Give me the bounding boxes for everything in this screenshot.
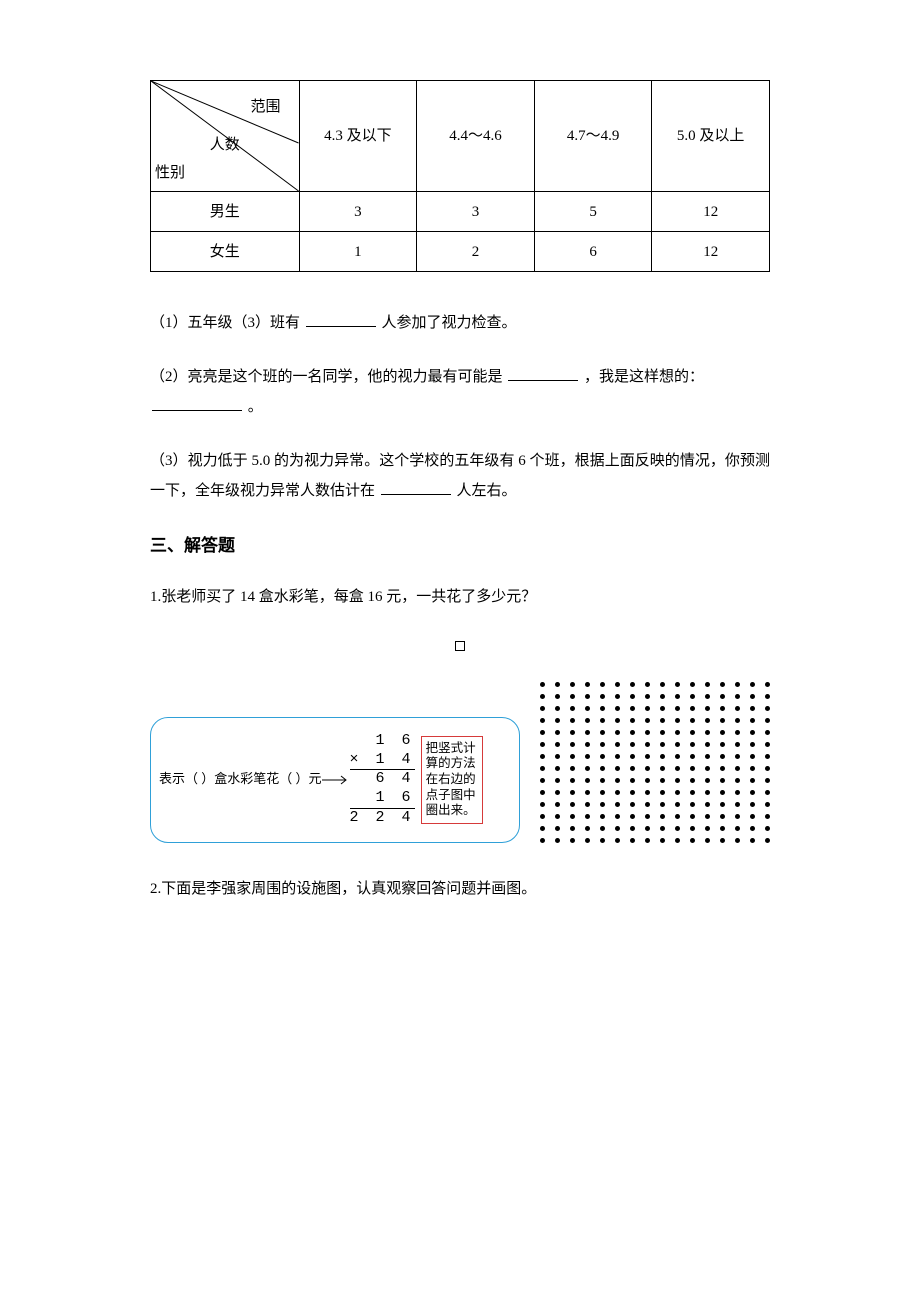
diag-label-top: 范围 (251, 95, 281, 119)
dot-array (540, 682, 770, 843)
problem-3-1: 1.张老师买了 14 盒水彩笔，每盒 16 元，一共花了多少元？ (150, 583, 770, 612)
computation-box: 表示（ ）盒水彩笔花（ ）元 1 6 × 1 4 6 4 1 6 2 2 4 把… (150, 717, 520, 843)
col-header: 4.4～4.6 (417, 81, 535, 192)
cell: 6 (534, 232, 652, 272)
cell: 3 (299, 192, 417, 232)
table-row: 女生 1 2 6 12 (151, 232, 770, 272)
text: （2）亮亮是这个班的一名同学，他的视力最有可能是 (150, 369, 503, 385)
vertical-multiplication: 1 6 × 1 4 6 4 1 6 2 2 4 (350, 732, 415, 828)
col-header: 5.0 及以上 (652, 81, 770, 192)
vision-table: 范围 人数 性别 4.3 及以下 4.4～4.6 4.7～4.9 5.0 及以上… (150, 80, 770, 272)
section-heading: 三、解答题 (150, 532, 770, 559)
arrow-right-icon (322, 773, 350, 787)
text: ，我是这样想的： (584, 369, 704, 385)
text: 人参加了视力检查。 (382, 315, 517, 331)
cell: 1 (299, 232, 417, 272)
cell: 5 (534, 192, 652, 232)
sub-question-2: （2）亮亮是这个班的一名同学，他的视力最有可能是 ，我是这样想的： 。 (150, 362, 770, 422)
hint-callout: 把竖式计算的方法在右边的点子图中圈出来。 (421, 736, 483, 824)
col-header: 4.3 及以下 (299, 81, 417, 192)
row-label: 女生 (151, 232, 300, 272)
text: 。 (248, 399, 263, 415)
placeholder-square-icon (455, 641, 465, 651)
text: 人左右。 (457, 483, 517, 499)
text: 表示（ (159, 771, 198, 786)
sub-question-3: （3）视力低于 5.0 的为视力异常。这个学校的五年级有 6 个班，根据上面反映… (150, 446, 770, 506)
mul-row: 1 6 (350, 789, 415, 808)
diag-header-cell: 范围 人数 性别 (151, 81, 300, 192)
fill-blank[interactable] (306, 312, 376, 327)
sub-question-1: （1）五年级（3）班有 人参加了视力检查。 (150, 308, 770, 338)
mul-row: 1 6 (350, 732, 415, 751)
cell: 12 (652, 192, 770, 232)
text: （1）五年级（3）班有 (150, 315, 300, 331)
cell: 3 (417, 192, 535, 232)
figure-row: 表示（ ）盒水彩笔花（ ）元 1 6 × 1 4 6 4 1 6 2 2 4 把… (150, 682, 770, 843)
text: ）盒水彩笔花（ (201, 771, 292, 786)
fill-blank[interactable] (381, 480, 451, 495)
mul-row: × 1 4 (350, 751, 415, 770)
dot-grid (540, 682, 770, 843)
fill-blank[interactable] (152, 396, 242, 411)
cell: 12 (652, 232, 770, 272)
row-label: 男生 (151, 192, 300, 232)
mul-row: 6 4 (350, 769, 415, 789)
text: ）元 (296, 771, 322, 786)
mul-row: 2 2 4 (350, 808, 415, 828)
diag-label-bot: 性别 (155, 161, 185, 185)
col-header: 4.7～4.9 (534, 81, 652, 192)
diag-label-mid: 人数 (210, 133, 240, 157)
fill-label: 表示（ ）盒水彩笔花（ ）元 (159, 769, 322, 790)
fill-blank[interactable] (508, 366, 578, 381)
table-row: 男生 3 3 5 12 (151, 192, 770, 232)
problem-3-2: 2.下面是李强家周围的设施图，认真观察回答问题并画图。 (150, 875, 770, 904)
cell: 2 (417, 232, 535, 272)
